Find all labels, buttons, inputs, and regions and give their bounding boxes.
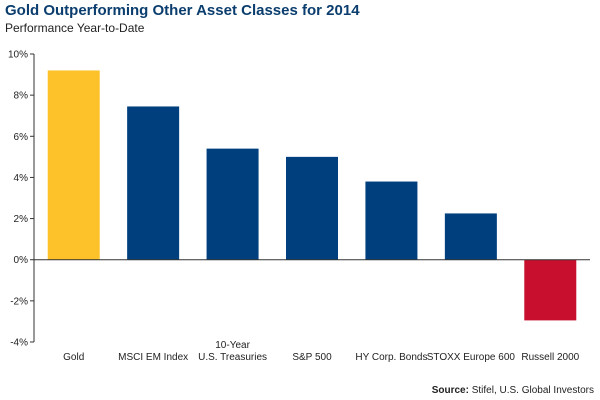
chart-subtitle: Performance Year-to-Date xyxy=(5,21,145,35)
x-tick-label: MSCI EM Index xyxy=(118,352,188,363)
bar xyxy=(47,70,100,260)
y-tick-label: -2% xyxy=(10,296,28,307)
y-tick-label: 6% xyxy=(14,132,29,143)
chart-title: Gold Outperforming Other Asset Classes f… xyxy=(5,2,360,19)
x-tick-label: 10-Year xyxy=(215,340,250,351)
x-tick-label: Russell 2000 xyxy=(521,352,579,363)
x-tick-label: U.S. Treasuries xyxy=(198,352,267,363)
y-tick-label: 0% xyxy=(14,255,29,266)
y-tick-label: 4% xyxy=(14,173,29,184)
x-tick-label: S&P 500 xyxy=(292,352,332,363)
source-text: Stifel, U.S. Global Investors xyxy=(471,385,594,396)
x-tick-label: HY Corp. Bonds xyxy=(355,352,427,363)
bar xyxy=(206,148,259,260)
source-label: Source: xyxy=(431,385,469,396)
y-tick-label: -4% xyxy=(10,338,28,349)
y-tick-label: 10% xyxy=(8,50,28,61)
y-tick-label: 8% xyxy=(14,91,29,102)
bar xyxy=(127,106,180,260)
bar xyxy=(365,181,418,260)
y-axis: -4% -2% 0% 2% 4% 6% 8% 10% xyxy=(8,50,35,349)
bar xyxy=(286,156,338,260)
bars xyxy=(34,70,590,321)
x-tick-label: Gold xyxy=(63,352,84,363)
bar xyxy=(444,213,497,260)
x-tick-label: STOXX Europe 600 xyxy=(427,352,516,363)
bar xyxy=(524,259,577,321)
y-tick-label: 2% xyxy=(14,214,29,225)
source-note: Source: Stifel, U.S. Global Investors xyxy=(432,385,594,396)
